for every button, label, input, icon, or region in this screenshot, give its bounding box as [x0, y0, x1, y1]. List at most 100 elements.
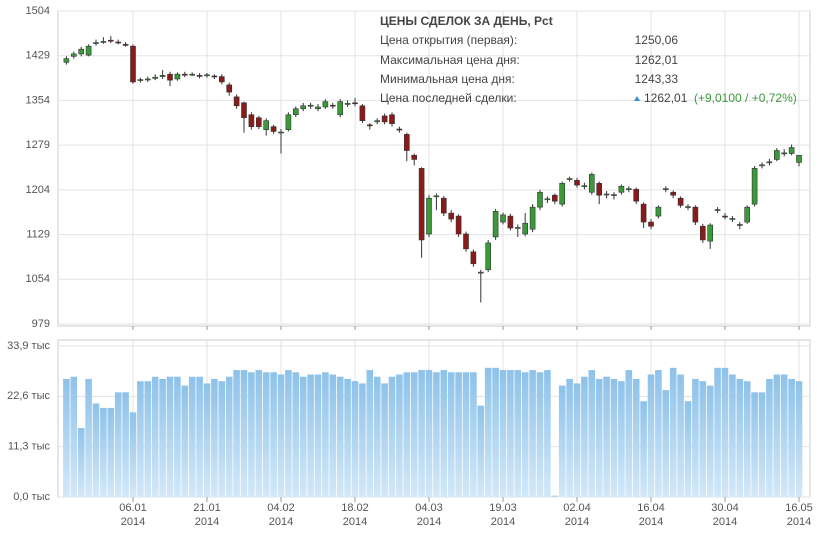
- volume-bar: [795, 381, 803, 497]
- info-box: ЦЕНЫ СДЕЛОК ЗА ДЕНЬ, Pct Цена открытия (…: [380, 14, 797, 105]
- volume-bar: [188, 376, 196, 497]
- candle-body: [263, 120, 270, 130]
- volume-bar: [129, 412, 137, 497]
- candle-body: [477, 271, 484, 274]
- candle-body: [448, 212, 455, 220]
- info-title: ЦЕНЫ СДЕЛОК ЗА ДЕНЬ, Pct: [380, 14, 553, 28]
- candle-body: [603, 193, 610, 196]
- candle-body: [389, 114, 395, 124]
- volume-bar: [477, 405, 485, 497]
- candle-body: [374, 120, 381, 123]
- candle-body: [581, 185, 588, 187]
- candle-body: [270, 126, 277, 132]
- candle-body: [507, 215, 514, 229]
- candle-body: [337, 101, 344, 116]
- volume-bar: [514, 370, 522, 497]
- candle-body: [307, 104, 314, 107]
- x-tick-label: 30.04: [711, 502, 739, 514]
- volume-bar: [425, 370, 433, 497]
- volume-bar: [610, 378, 618, 497]
- candle-body: [596, 182, 603, 196]
- info-label: Цена последней сделки:: [380, 91, 517, 105]
- volume-bar: [470, 372, 477, 497]
- volume-bar: [558, 385, 566, 497]
- candle-body: [167, 73, 173, 81]
- candle-body: [440, 197, 447, 214]
- volume-bar: [521, 372, 529, 497]
- candle-body: [344, 103, 351, 105]
- volume-bar: [233, 370, 240, 497]
- candle-body: [174, 73, 181, 80]
- volume-bar: [455, 372, 462, 497]
- volume-bar: [440, 370, 448, 497]
- candle-body: [729, 218, 736, 220]
- candle-body: [63, 58, 70, 63]
- candle-body: [352, 102, 358, 105]
- volume-bar: [662, 390, 670, 497]
- volume-bar: [655, 370, 662, 497]
- candle-body: [78, 48, 84, 55]
- volume-tick-label: 22,6 тыс: [7, 390, 50, 402]
- y-tick-label: 1429: [26, 50, 50, 62]
- volume-bar: [447, 372, 455, 497]
- candle-body: [255, 117, 262, 127]
- volume-bar: [706, 385, 714, 497]
- y-tick-label: 1204: [26, 184, 50, 196]
- candle-body: [714, 209, 721, 211]
- volume-bar: [573, 383, 581, 497]
- candle-body: [433, 195, 440, 198]
- volume-bar: [751, 392, 758, 497]
- candle-body: [522, 222, 529, 235]
- volume-bar: [544, 370, 551, 497]
- volume-bar: [137, 381, 144, 497]
- x-tick-label: 16.04: [637, 502, 665, 514]
- volume-bar: [669, 367, 677, 497]
- y-tick-label: 1129: [26, 228, 50, 240]
- x-tick-label: 06.01: [119, 502, 147, 514]
- candle-body: [248, 114, 255, 127]
- volume-bar: [625, 370, 633, 497]
- candle-body: [633, 188, 640, 202]
- volume-bar: [329, 374, 337, 497]
- info-change: (+9,0100 / +0,72%): [694, 91, 797, 105]
- volume-bar: [729, 374, 736, 497]
- volume-bar: [581, 376, 588, 497]
- marks: [63, 36, 803, 497]
- candle-body: [359, 105, 366, 121]
- candle-body: [744, 206, 751, 223]
- volume-bar: [144, 381, 152, 497]
- candle-body: [278, 131, 284, 134]
- x-tick-year: 2014: [417, 516, 441, 528]
- x-tick-label: 19.03: [489, 502, 517, 514]
- candle-body: [159, 75, 166, 77]
- candle-body: [381, 115, 388, 123]
- y-tick-label: 1504: [26, 5, 50, 17]
- volume-bar: [255, 370, 263, 497]
- volume-bar: [462, 372, 470, 497]
- candle-body: [403, 134, 410, 151]
- candle-body: [492, 211, 499, 238]
- candle-body: [100, 41, 107, 43]
- candle-body: [396, 128, 403, 131]
- info-label: Цена открытия (первая):: [380, 33, 517, 47]
- volume-bar: [618, 381, 625, 497]
- volume-bar: [588, 370, 596, 497]
- candle-body: [233, 96, 240, 107]
- candle-body: [455, 215, 462, 235]
- volume-bar: [359, 383, 366, 497]
- volume-bar: [240, 370, 248, 497]
- x-tick-year: 2014: [787, 516, 811, 528]
- candle-body: [640, 203, 647, 223]
- volume-bar: [314, 374, 322, 497]
- candle-body: [544, 198, 551, 201]
- candle-body: [182, 73, 188, 76]
- candle-body: [773, 150, 780, 160]
- candle-body: [781, 152, 788, 155]
- up-arrow: [634, 96, 640, 101]
- volume-bar: [299, 376, 307, 497]
- volume-bar: [603, 376, 610, 497]
- x-tick-label: 21.01: [193, 502, 221, 514]
- volume-bar: [285, 370, 292, 497]
- candle-body: [71, 53, 77, 57]
